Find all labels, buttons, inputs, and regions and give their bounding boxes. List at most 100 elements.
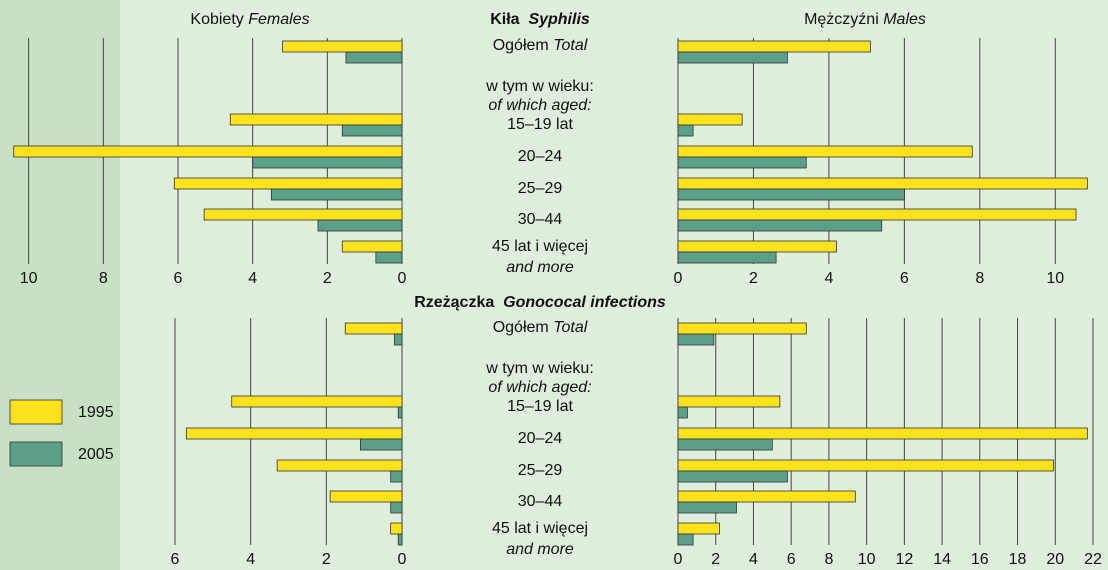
- x-tick-label: 4: [749, 551, 758, 568]
- bar: [677, 177, 1088, 190]
- bar: [677, 501, 737, 514]
- title-en: Syphilis: [528, 11, 589, 28]
- category-label-en: and more: [506, 259, 574, 276]
- bar: [276, 459, 403, 472]
- x-tick-label: 14: [933, 551, 951, 568]
- x-tick-label: 4: [246, 551, 255, 568]
- x-tick-label: 18: [1009, 551, 1027, 568]
- category-en: Total: [553, 319, 588, 336]
- x-tick-label: 0: [674, 551, 683, 568]
- legend-label: 1995: [78, 404, 114, 421]
- left-title: Kobiety Females: [190, 11, 309, 28]
- bar: [677, 333, 715, 346]
- bar: [344, 322, 403, 335]
- bar: [231, 395, 403, 408]
- bar: [252, 156, 403, 169]
- bar: [282, 40, 403, 53]
- bar: [329, 490, 403, 503]
- category-label: 45 lat i więcej: [492, 520, 588, 537]
- bar: [677, 470, 788, 483]
- bar: [13, 145, 403, 158]
- bar: [677, 522, 720, 535]
- title-en: Gonococal infections: [503, 294, 666, 311]
- x-tick-label: 2: [711, 551, 720, 568]
- bar: [359, 438, 403, 451]
- x-tick-label: 0: [398, 270, 407, 287]
- bar: [345, 51, 403, 64]
- bar: [317, 219, 403, 232]
- bar: [397, 533, 403, 546]
- category-label: 15–19 lat: [507, 398, 573, 415]
- x-tick-label: 6: [171, 551, 180, 568]
- side-title-pl: Kobiety: [190, 11, 243, 28]
- right-title: Mężczyźni Males: [804, 11, 926, 28]
- category-label: 20–24: [518, 430, 563, 447]
- bar: [677, 322, 807, 335]
- bar: [203, 208, 403, 221]
- bar: [341, 240, 403, 253]
- category-label: 30–44: [518, 493, 563, 510]
- bar: [270, 188, 403, 201]
- category-label: 30–44: [518, 211, 563, 228]
- subgroup-label-en: of which aged:: [488, 379, 591, 396]
- x-tick-label: 2: [323, 270, 332, 287]
- category-label: 45 lat i więcej: [492, 238, 588, 255]
- subgroup-label: w tym w wieku:: [485, 78, 594, 95]
- x-tick-label: 20: [1046, 551, 1064, 568]
- side-title-en: Females: [248, 11, 309, 28]
- bar: [677, 188, 905, 201]
- subgroup-label-en: of which aged:: [488, 97, 591, 114]
- side-title-en: Males: [883, 11, 926, 28]
- x-tick-label: 10: [20, 270, 38, 287]
- category-label-en: and more: [506, 541, 574, 558]
- bar: [173, 177, 403, 190]
- bar: [677, 251, 777, 264]
- side-strip: [0, 0, 120, 570]
- bar: [390, 470, 403, 483]
- x-tick-label: 4: [824, 270, 833, 287]
- category-label: 25–29: [518, 180, 563, 197]
- legend-swatch: [9, 441, 63, 467]
- bar: [677, 395, 781, 408]
- category-label: Ogółem Total: [493, 37, 588, 54]
- bar: [677, 51, 788, 64]
- category-label: 15–19 lat: [507, 116, 573, 133]
- x-tick-label: 8: [99, 270, 108, 287]
- bar: [677, 533, 694, 546]
- bar: [185, 427, 403, 440]
- bar: [677, 459, 1054, 472]
- category-pl: Ogółem: [493, 319, 549, 336]
- panel-title: Kiła Syphilis: [490, 11, 590, 28]
- bar: [677, 208, 1077, 221]
- bar: [677, 40, 871, 53]
- x-tick-label: 22: [1084, 551, 1102, 568]
- title-pl: Kiła: [490, 11, 519, 28]
- bar: [677, 219, 883, 232]
- bar: [397, 406, 403, 419]
- bar: [677, 438, 773, 451]
- x-tick-label: 2: [749, 270, 758, 287]
- bar: [677, 145, 973, 158]
- x-tick-label: 8: [824, 551, 833, 568]
- bar: [677, 113, 743, 126]
- bar: [341, 124, 403, 137]
- bar: [390, 522, 403, 535]
- bar: [677, 240, 837, 253]
- x-tick-label: 16: [971, 551, 989, 568]
- x-tick-label: 0: [398, 551, 407, 568]
- category-label: 20–24: [518, 148, 563, 165]
- bar: [390, 501, 403, 514]
- x-tick-label: 6: [174, 270, 183, 287]
- category-label: Ogółem Total: [493, 319, 588, 336]
- x-tick-label: 6: [900, 270, 909, 287]
- category-en: Total: [553, 37, 588, 54]
- title-pl: Rzeżączka: [414, 294, 494, 311]
- bar: [677, 156, 807, 169]
- subgroup-label: w tym w wieku:: [485, 360, 594, 377]
- bar: [677, 490, 856, 503]
- x-tick-label: 10: [1046, 270, 1064, 287]
- legend-label: 2005: [78, 446, 114, 463]
